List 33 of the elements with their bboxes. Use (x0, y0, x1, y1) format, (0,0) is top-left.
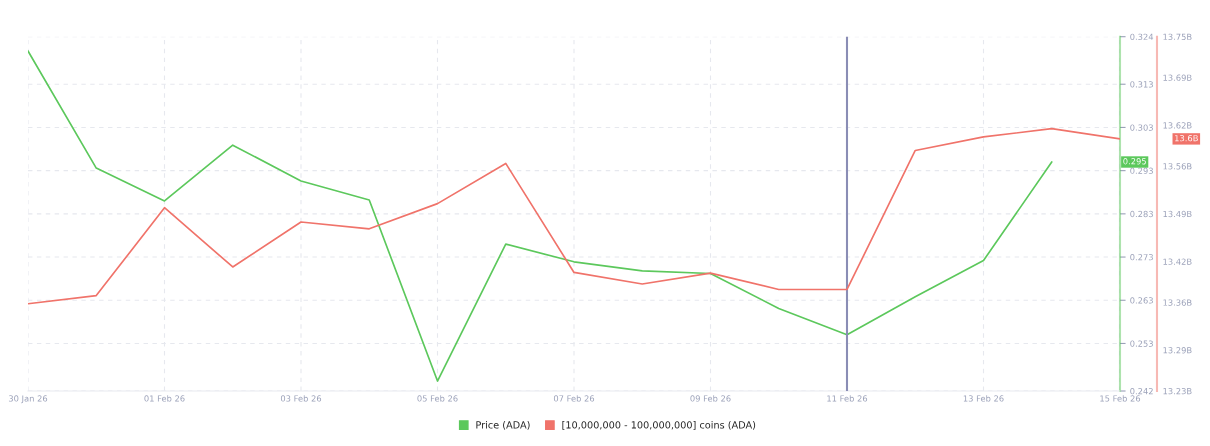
y2-tick-label: 13.42B (1163, 258, 1192, 265)
y2-tick-label: 13.75B (1163, 33, 1192, 40)
y2-tick-label: 13.56B (1163, 163, 1192, 170)
y2-tick-label: 13.62B (1163, 122, 1192, 129)
text: 0.295 (1123, 158, 1146, 165)
y-tick-label: 0.324 (1130, 33, 1154, 40)
line-series (28, 50, 1053, 382)
text: 13.6B (1175, 135, 1198, 142)
y-tick-label: 0.253 (1130, 340, 1153, 347)
y2-tick-label: 13.23B (1163, 387, 1192, 395)
x-tick-label: 30 Jan 26 (8, 395, 48, 404)
x-tick-label: 07 Feb 26 (553, 395, 595, 402)
y2-tick-label: 13.36B (1163, 299, 1192, 306)
line-series (28, 127, 1120, 305)
y-tick-label: 0.303 (1130, 124, 1153, 131)
y-tick-label: 0.293 (1130, 167, 1153, 174)
legend-label: [10,000,000 - 100,000,000] coins (ADA) (562, 421, 756, 430)
x-tick-label: 09 Feb 26 (690, 395, 731, 402)
y-tick-label: 0.242 (1130, 387, 1153, 395)
x-tick-label: 05 Feb 26 (417, 395, 458, 402)
legend-label: Price (ADA) (476, 421, 530, 430)
y-tick-label: 0.263 (1130, 297, 1153, 304)
y-tick-label: 0.283 (1130, 210, 1153, 218)
y-tick-label: 0.273 (1130, 254, 1153, 261)
y2-tick-label: 13.29B (1163, 347, 1192, 354)
x-tick-label: 15 Feb 26 (1100, 395, 1141, 402)
y2-tick-label: 13.69B (1163, 74, 1192, 81)
x-tick-label: 13 Feb 26 (963, 395, 1004, 402)
x-tick-label: 11 Feb 26 (827, 395, 868, 402)
y-tick-label: 0.313 (1130, 81, 1153, 88)
y2-tick-label: 13.49B (1163, 210, 1192, 218)
x-tick-label: 03 Feb 26 (280, 395, 322, 402)
x-tick-label: 01 Feb 26 (144, 395, 185, 402)
